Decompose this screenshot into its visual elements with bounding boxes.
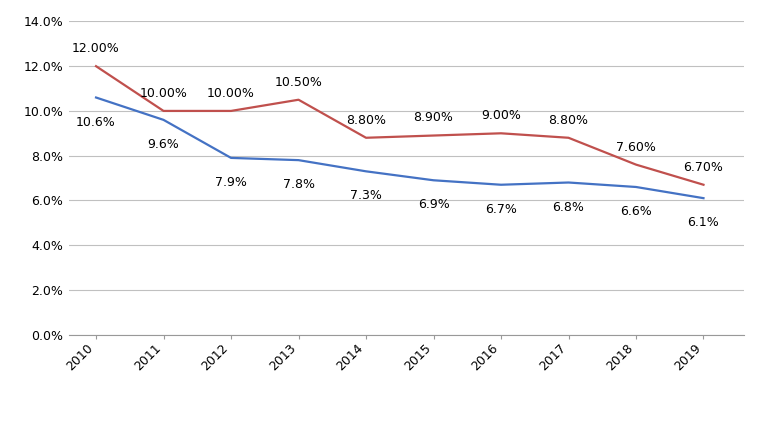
Text: 10.50%: 10.50% <box>275 76 322 89</box>
Text: 9.00%: 9.00% <box>481 109 521 122</box>
Text: 10.6%: 10.6% <box>76 115 116 129</box>
Text: 10.00%: 10.00% <box>140 87 187 100</box>
Text: 7.8%: 7.8% <box>282 178 314 191</box>
Text: 6.1%: 6.1% <box>688 216 719 229</box>
Text: 9.6%: 9.6% <box>148 138 179 151</box>
Text: 7.9%: 7.9% <box>215 176 247 189</box>
Text: 8.80%: 8.80% <box>548 114 588 127</box>
Text: 6.7%: 6.7% <box>485 203 517 216</box>
Text: 12.00%: 12.00% <box>72 42 120 55</box>
Text: 6.70%: 6.70% <box>683 160 723 174</box>
Text: 6.6%: 6.6% <box>621 205 652 218</box>
Text: 8.80%: 8.80% <box>346 114 386 127</box>
Text: 10.00%: 10.00% <box>207 87 255 100</box>
Text: 7.60%: 7.60% <box>616 141 656 154</box>
Text: 7.3%: 7.3% <box>350 189 382 202</box>
Text: 6.8%: 6.8% <box>552 201 584 214</box>
Text: 6.9%: 6.9% <box>418 198 449 211</box>
Text: 8.90%: 8.90% <box>413 112 453 124</box>
